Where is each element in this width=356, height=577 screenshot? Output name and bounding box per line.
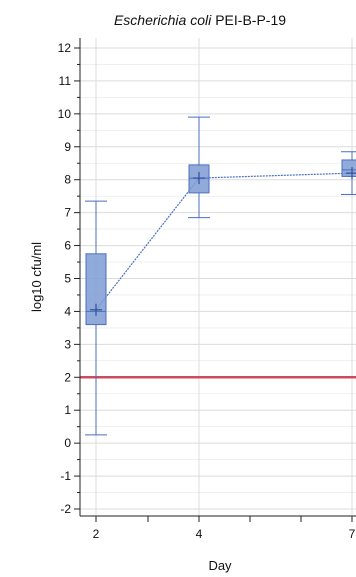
x-tick-label: 2 bbox=[93, 527, 100, 541]
plot-area-background bbox=[80, 38, 356, 516]
y-tick-label: 9 bbox=[64, 140, 71, 154]
y-tick-label: 5 bbox=[64, 272, 71, 286]
series-group bbox=[85, 116, 356, 436]
x-tick-label: 4 bbox=[196, 527, 203, 541]
y-tick-label: 0 bbox=[64, 436, 71, 450]
y-tick-label: 2 bbox=[64, 370, 71, 384]
y-tick-label: 1 bbox=[64, 403, 71, 417]
y-tick-label: -2 bbox=[60, 502, 71, 516]
mean-line bbox=[95, 172, 353, 311]
plot-area bbox=[80, 38, 356, 516]
y-tick-label: 10 bbox=[58, 107, 72, 121]
y-tick-label: -1 bbox=[60, 469, 71, 483]
y-tick-label: 4 bbox=[64, 304, 71, 318]
box-day-7 bbox=[341, 151, 356, 196]
x-axis-label: Day bbox=[208, 558, 232, 573]
y-tick-label: 3 bbox=[64, 337, 71, 351]
chart-title-species: Escherichia coli bbox=[114, 12, 212, 28]
box-day-4 bbox=[188, 116, 210, 219]
chart-title: Escherichia coli PEI-B-P-19 bbox=[114, 12, 286, 28]
x-tick-label: 7 bbox=[349, 527, 356, 541]
y-tick-label: 11 bbox=[59, 74, 72, 88]
y-tick-label: 6 bbox=[64, 239, 71, 253]
box-iqr bbox=[341, 159, 356, 177]
y-axis-label: log10 cfu/ml bbox=[29, 242, 44, 312]
y-tick-label: 12 bbox=[58, 41, 72, 55]
y-tick-label: 8 bbox=[64, 173, 71, 187]
y-tick-label: 7 bbox=[64, 206, 71, 220]
box-day-2 bbox=[85, 200, 107, 436]
box-iqr bbox=[85, 253, 107, 326]
chart-title-strain: PEI-B-P-19 bbox=[215, 12, 286, 28]
